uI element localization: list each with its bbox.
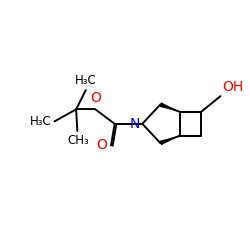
Text: OH: OH xyxy=(222,80,244,94)
Polygon shape xyxy=(160,136,180,145)
Text: O: O xyxy=(96,138,108,152)
Text: O: O xyxy=(90,91,101,105)
Text: H₃C: H₃C xyxy=(30,115,52,128)
Text: H₃C: H₃C xyxy=(75,74,97,87)
Polygon shape xyxy=(160,102,180,112)
Text: N: N xyxy=(130,117,140,131)
Text: CH₃: CH₃ xyxy=(68,134,90,147)
